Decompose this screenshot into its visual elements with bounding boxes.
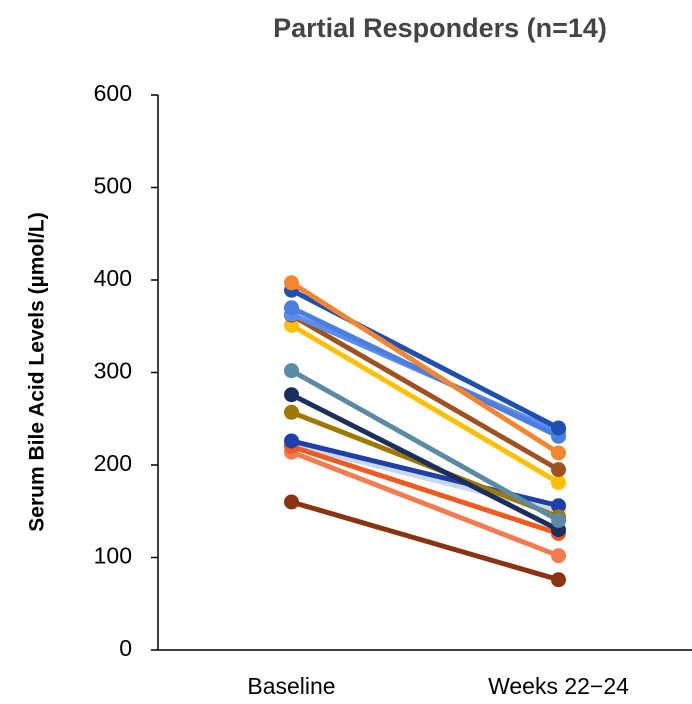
- series-line: [290, 392, 560, 532]
- point: [284, 494, 299, 510]
- series-line: [290, 499, 560, 583]
- point: [284, 404, 299, 420]
- point: [551, 420, 566, 436]
- chart-title: Partial Responders (n=14): [273, 13, 607, 43]
- point: [284, 433, 299, 449]
- y-tick-label: 100: [94, 543, 132, 569]
- point: [284, 387, 299, 403]
- point: [551, 548, 566, 564]
- series-line: [290, 323, 560, 485]
- point: [551, 475, 566, 491]
- series-line: [290, 449, 560, 558]
- y-axis-label: Serum Bile Acid Levels (µmol/L): [26, 212, 49, 531]
- point: [551, 445, 566, 461]
- series-line: [290, 444, 560, 536]
- y-tick-label: 500: [94, 173, 132, 199]
- point: [284, 300, 299, 316]
- series-line: [290, 280, 560, 456]
- x-tick-label: Baseline: [247, 673, 335, 699]
- point: [284, 363, 299, 379]
- series-line: [290, 368, 560, 523]
- series-line: [290, 312, 560, 472]
- y-tick-label: 400: [94, 265, 132, 291]
- y-tick-label: 600: [94, 80, 132, 106]
- point: [551, 572, 566, 588]
- point: [551, 513, 566, 528]
- series-line: [290, 305, 560, 439]
- point: [551, 498, 566, 514]
- y-tick-label: 300: [94, 358, 132, 384]
- point: [551, 462, 566, 478]
- point: [284, 275, 299, 291]
- y-tick-label: 200: [94, 450, 132, 476]
- y-tick-label: 0: [119, 635, 132, 661]
- x-tick-label: Weeks 22−24: [488, 673, 629, 699]
